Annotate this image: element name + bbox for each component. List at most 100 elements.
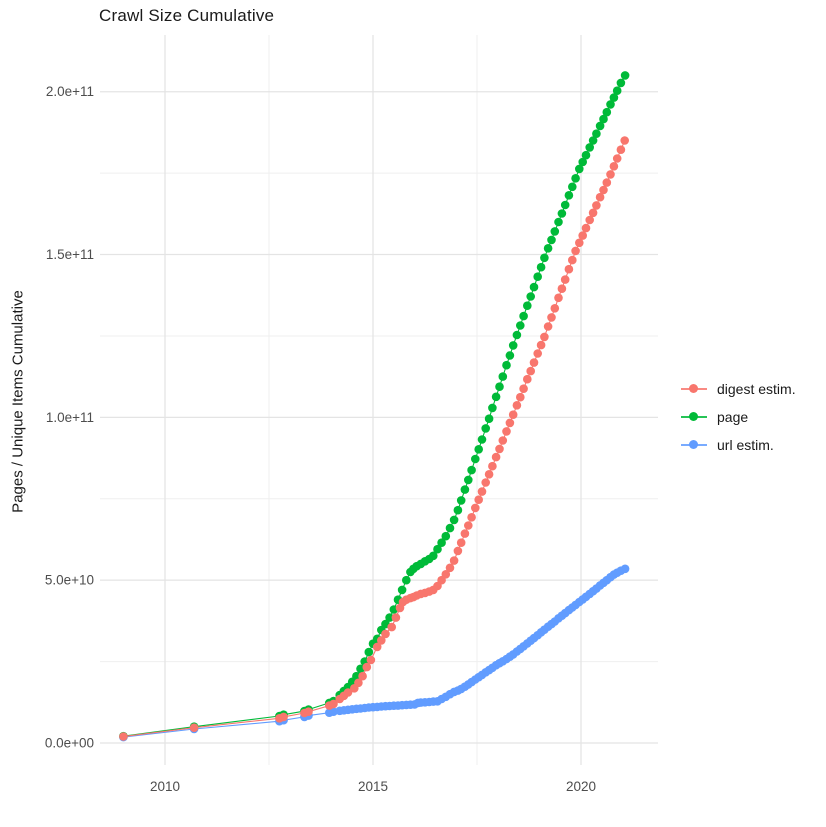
data-point — [460, 529, 470, 538]
data-point — [616, 78, 626, 88]
legend-key-icon — [681, 380, 707, 397]
data-point — [498, 436, 508, 445]
y-tick-label: 5.0e+10 — [45, 573, 94, 588]
data-point — [402, 575, 411, 585]
data-point — [508, 341, 518, 350]
data-point — [554, 217, 563, 227]
data-point — [512, 401, 522, 410]
data-point — [512, 330, 522, 340]
data-point — [304, 707, 313, 716]
data-point — [568, 255, 577, 265]
gridlines-minor — [100, 35, 658, 765]
data-point — [516, 321, 525, 330]
legend-item-url-estim: url estim. — [681, 436, 796, 453]
x-tick-label: 2015 — [358, 779, 388, 794]
data-point — [550, 304, 560, 313]
data-point — [620, 564, 630, 574]
data-point — [467, 465, 476, 475]
data-point — [578, 157, 587, 167]
gridlines-major — [100, 35, 658, 765]
legend-label: url estim. — [717, 436, 774, 453]
data-point — [543, 244, 553, 253]
legend: digest estim. page url estim. — [681, 380, 796, 453]
data-point — [592, 201, 601, 210]
data-point — [453, 546, 463, 556]
data-point — [189, 723, 199, 732]
data-point — [578, 231, 587, 240]
data-point — [523, 374, 532, 384]
data-point — [491, 452, 501, 462]
data-point — [616, 145, 626, 154]
data-point — [354, 678, 363, 688]
data-point — [588, 136, 598, 145]
data-point — [581, 223, 591, 233]
data-point — [606, 100, 615, 109]
data-point — [471, 503, 480, 513]
data-point — [495, 382, 504, 392]
data-point — [602, 107, 612, 117]
data-point — [456, 496, 466, 505]
data-point — [526, 292, 535, 301]
axis-tick-labels: 0.0e+00 5.0e+10 1.0e+11 1.5e+11 2.0e+11 2010 2… — [45, 84, 596, 794]
data-point — [533, 349, 542, 358]
x-tick-label: 2010 — [150, 779, 180, 794]
data-point — [612, 86, 622, 95]
data-point — [387, 622, 397, 632]
data-point — [620, 71, 630, 80]
data-point — [519, 311, 528, 321]
data-point — [449, 515, 459, 525]
data-point — [477, 435, 487, 444]
data-point — [343, 688, 353, 697]
data-point — [536, 340, 546, 350]
data-point — [592, 129, 601, 138]
data-point — [474, 445, 484, 454]
data-point — [481, 424, 491, 433]
data-point — [495, 444, 504, 454]
data-point — [498, 372, 508, 381]
legend-label: page — [717, 408, 749, 425]
legend-label: digest estim. — [717, 380, 796, 397]
data-point — [516, 392, 525, 402]
data-point — [575, 164, 584, 174]
data-point — [571, 246, 580, 256]
y-tick-label: 0.0e+00 — [45, 736, 94, 751]
series-digest-estim- — [119, 136, 629, 741]
data-point — [543, 322, 553, 331]
data-point — [533, 272, 542, 282]
data-point — [484, 470, 494, 479]
data-point — [602, 178, 612, 187]
data-point — [464, 521, 473, 530]
data-point — [550, 227, 560, 236]
data-point — [488, 461, 497, 471]
data-point — [362, 662, 372, 672]
series-page — [119, 71, 630, 741]
data-point — [529, 282, 539, 292]
data-point — [581, 150, 591, 160]
data-point — [372, 642, 382, 652]
data-point — [391, 613, 401, 622]
data-point — [488, 403, 497, 413]
data-point — [523, 301, 532, 311]
data-point — [595, 192, 605, 202]
data-point — [464, 475, 473, 485]
data-point — [477, 487, 487, 496]
data-point — [460, 485, 470, 494]
data-point — [429, 551, 438, 561]
data-point — [329, 699, 338, 709]
data-point — [620, 136, 629, 145]
data-point — [377, 636, 386, 645]
data-point — [599, 185, 608, 195]
data-point — [467, 513, 476, 522]
data-point — [366, 655, 376, 665]
data-point — [352, 671, 361, 681]
data-point — [560, 200, 570, 210]
data-point — [585, 143, 594, 152]
data-point — [441, 570, 451, 579]
data-point — [606, 170, 615, 179]
data-point — [441, 531, 451, 541]
legend-item-page: page — [681, 408, 796, 425]
data-point — [508, 410, 518, 420]
data-point — [595, 121, 605, 131]
